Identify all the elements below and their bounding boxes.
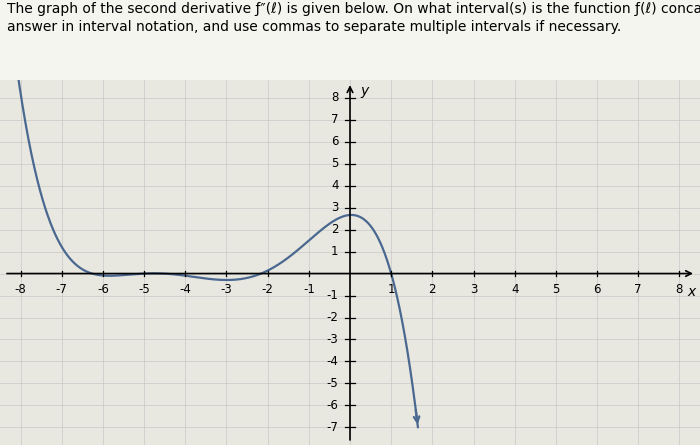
Text: 6: 6 xyxy=(594,283,601,296)
Text: 2: 2 xyxy=(331,223,339,236)
Text: -6: -6 xyxy=(327,399,339,412)
Text: 1: 1 xyxy=(387,283,395,296)
Text: -5: -5 xyxy=(138,283,150,296)
Text: 4: 4 xyxy=(331,179,339,192)
Text: -1: -1 xyxy=(327,289,339,302)
Text: -2: -2 xyxy=(262,283,274,296)
Text: -8: -8 xyxy=(15,283,27,296)
Text: The graph of the second derivative ƒ″(ℓ) is given below. On what interval(s) is : The graph of the second derivative ƒ″(ℓ)… xyxy=(7,2,700,16)
Text: 7: 7 xyxy=(331,113,339,126)
Text: -4: -4 xyxy=(179,283,191,296)
Text: 3: 3 xyxy=(470,283,477,296)
Text: y: y xyxy=(360,85,368,98)
Text: -3: -3 xyxy=(220,283,232,296)
Text: 1: 1 xyxy=(331,245,339,258)
Text: 4: 4 xyxy=(511,283,519,296)
Text: 5: 5 xyxy=(331,157,339,170)
Text: 7: 7 xyxy=(634,283,642,296)
Text: 3: 3 xyxy=(331,201,339,214)
Text: 8: 8 xyxy=(331,91,339,104)
Text: 6: 6 xyxy=(331,135,339,148)
Text: -5: -5 xyxy=(327,377,339,390)
Text: -7: -7 xyxy=(56,283,68,296)
Text: 5: 5 xyxy=(552,283,559,296)
Text: -2: -2 xyxy=(327,311,339,324)
Text: -1: -1 xyxy=(303,283,315,296)
Text: -7: -7 xyxy=(327,421,339,434)
Text: -3: -3 xyxy=(327,333,339,346)
Text: 2: 2 xyxy=(428,283,436,296)
Text: x: x xyxy=(687,284,696,299)
Text: -6: -6 xyxy=(97,283,109,296)
Text: 8: 8 xyxy=(676,283,683,296)
Text: -4: -4 xyxy=(327,355,339,368)
Text: answer in interval notation, and use commas to separate multiple intervals if ne: answer in interval notation, and use com… xyxy=(7,20,622,34)
